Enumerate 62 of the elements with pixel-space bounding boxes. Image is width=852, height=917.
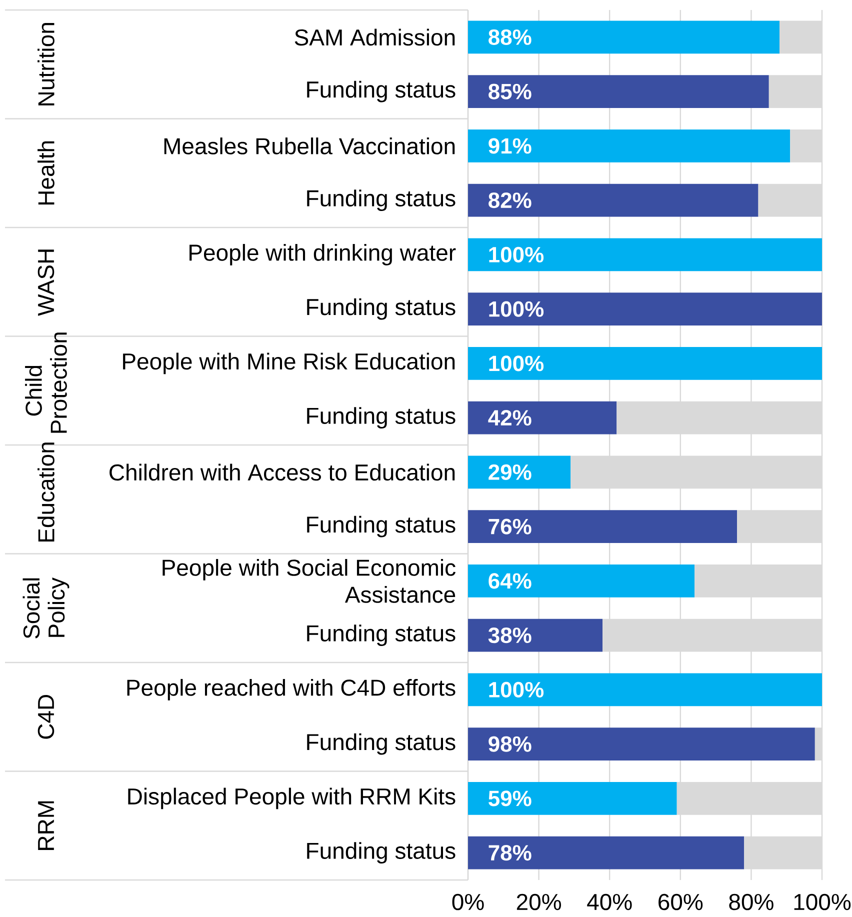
text: C4D (38, 694, 54, 739)
y-tick-label: People with drinking water (190, 244, 456, 266)
bar (468, 728, 815, 761)
x-tick-label: 20% (516, 894, 561, 910)
data-label: 64% (488, 573, 532, 589)
data-label: 100% (489, 301, 544, 317)
text: Nutrition (38, 23, 54, 106)
data-label: 85% (488, 84, 532, 100)
text: WASH (38, 250, 54, 316)
y-tick-label: Funding status (307, 80, 456, 102)
y-tick-label: People reached with C4D efforts (127, 678, 456, 700)
x-tick-label: 40% (587, 894, 632, 910)
y-tick-label: SAM Admission (294, 28, 455, 46)
text: RRM (38, 801, 54, 850)
bar (468, 184, 758, 217)
bar (468, 836, 744, 870)
data-label: 78% (488, 845, 532, 861)
y-tick-label: Funding status (307, 407, 456, 429)
bar (468, 75, 769, 108)
y-tick-label: Displaced People with RRM Kits (128, 788, 456, 810)
bar (468, 20, 780, 54)
data-label: 88% (488, 29, 532, 45)
bar (468, 401, 617, 434)
data-label: 100% (489, 682, 544, 698)
data-label: 98% (488, 736, 532, 752)
x-tick-label: 100% (794, 894, 851, 910)
data-label: 91% (488, 138, 532, 154)
data-label: 100% (489, 246, 544, 262)
data-label: 59% (488, 790, 532, 806)
text: Health (38, 141, 54, 204)
y-tick-label: Measles Rubella Vaccination (164, 137, 455, 154)
bar (468, 346, 822, 380)
y-tick-label: Funding status (307, 733, 456, 755)
data-label: 100% (489, 356, 544, 372)
data-label: 82% (488, 192, 532, 208)
y-tick-label: Funding status (307, 842, 456, 864)
bar (468, 673, 822, 706)
bar (468, 564, 695, 598)
bar (468, 618, 603, 652)
y-tick-label: Children with Access to Education (110, 464, 455, 481)
data-label: 42% (488, 410, 532, 426)
data-label: 76% (488, 518, 532, 534)
bar (468, 129, 790, 162)
x-tick-label: 80% (729, 894, 774, 910)
data-label: 29% (488, 464, 532, 480)
y-tick-label: People with Mine Risk Education (123, 352, 455, 374)
y-tick-label: Funding status (307, 516, 456, 538)
bar (468, 292, 822, 326)
x-tick-label: 0% (452, 894, 484, 910)
y-tick-label: People with Social Economic Assistance (162, 558, 456, 603)
bar (468, 510, 738, 544)
data-label: 38% (488, 628, 532, 644)
text: Social Policy (22, 578, 70, 638)
text: Education (38, 442, 54, 542)
y-tick-label: Funding status (307, 298, 456, 320)
y-tick-label: Funding status (307, 190, 456, 212)
y-tick-label: Funding status (307, 624, 456, 646)
bar (468, 238, 822, 272)
text: Child Protection (25, 332, 67, 433)
x-tick-label: 60% (658, 894, 703, 910)
bar (468, 456, 571, 489)
bar (468, 782, 677, 815)
